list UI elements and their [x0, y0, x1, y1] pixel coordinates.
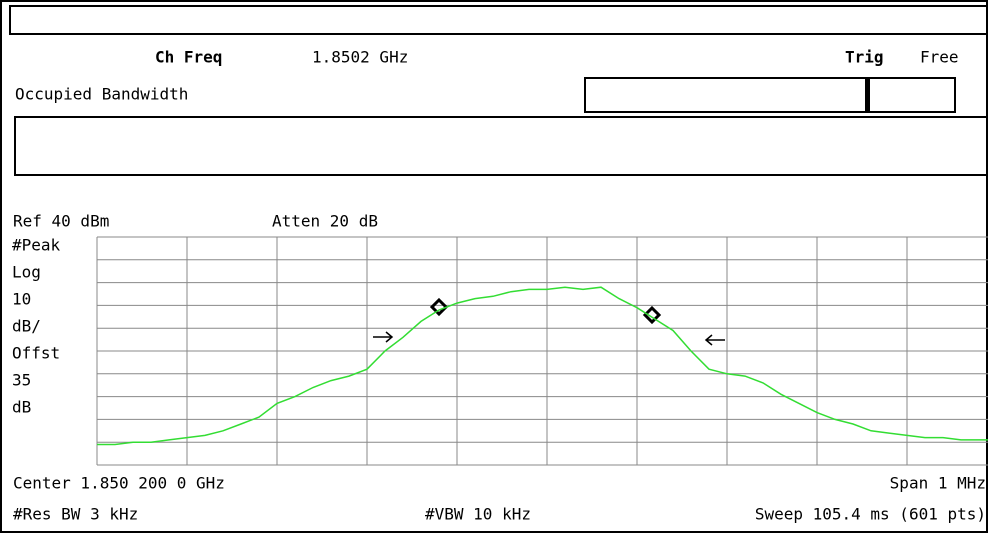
side-label: dB/ [12, 317, 41, 336]
side-label: 10 [12, 290, 31, 309]
trig: Free [920, 48, 959, 67]
side-label: dB [12, 398, 31, 417]
status-box [584, 77, 956, 113]
trig-label: Trig [845, 48, 884, 67]
side-label: Offst [12, 344, 60, 363]
message-box [14, 116, 988, 176]
side-label: Log [12, 263, 41, 282]
marker-diamond [642, 305, 662, 325]
sweep: Sweep 105.4 ms (601 pts) [755, 505, 986, 524]
span: Span 1 MHz [890, 474, 986, 493]
graticule [96, 236, 988, 466]
vbw: #VBW 10 kHz [425, 505, 531, 524]
res-bw: #Res BW 3 kHz [13, 505, 138, 524]
top-box [9, 5, 988, 35]
center-freq: Center 1.850 200 0 GHz [13, 474, 225, 493]
ch-freq-label: Ch Freq [155, 48, 222, 67]
obw-arrow-right [704, 334, 725, 346]
marker-diamond [429, 297, 449, 317]
status-bar [865, 78, 870, 112]
left-labels: #Peak Log 10 dB/Offst 35 dB [12, 236, 61, 417]
ref-level: Ref 40 dBm [13, 212, 109, 231]
side-label: #Peak [12, 236, 61, 255]
obw-arrow-left [373, 331, 394, 343]
ch-freq: 1.8502 GHz [312, 48, 408, 67]
mode: Occupied Bandwidth [15, 85, 188, 104]
atten: Atten 20 dB [272, 212, 378, 231]
side-label: 35 [12, 371, 31, 390]
trace [97, 286, 988, 446]
